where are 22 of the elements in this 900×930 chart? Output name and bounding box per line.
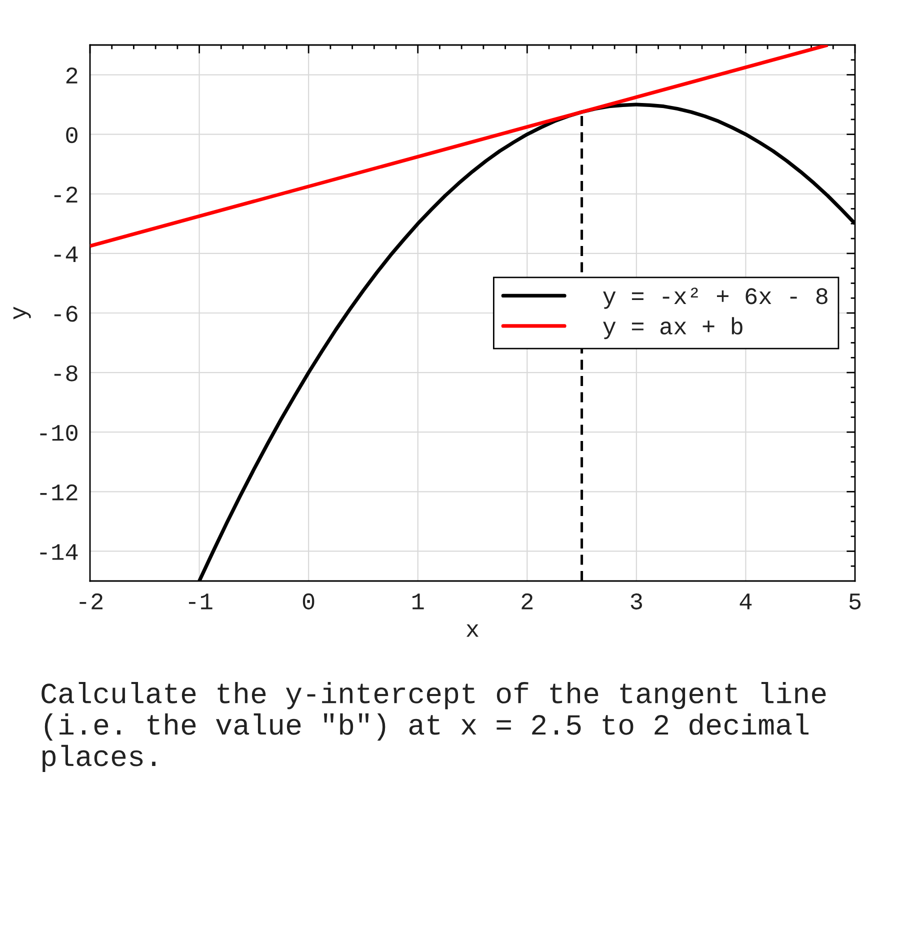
y-tick-label: -12 (40, 484, 78, 500)
x-axis-title: x (466, 624, 478, 637)
legend-label: y = ax + b (603, 317, 742, 340)
x-tick-label: 3 (630, 593, 642, 610)
x-tick-label: 2 (522, 593, 533, 610)
y-axis-title: y (13, 306, 31, 320)
x-tick-label: 5 (849, 594, 861, 610)
y-tick-label: -10 (40, 424, 78, 441)
y-tick-label: -14 (40, 544, 78, 560)
y-tick-label: -8 (54, 365, 78, 382)
text: Calculate the y-intercept of the tangent line (i.e. the value "b") at x = 2.5 to 2 decimal places. (42, 682, 826, 772)
y-tick-label: 0 (66, 127, 78, 144)
x-tick-label: 4 (740, 594, 752, 610)
y-tick-label: 2 (66, 68, 78, 84)
x-tick-label: -1 (188, 594, 212, 610)
x-tick-label: 1 (412, 594, 424, 610)
y-tick-label: -4 (54, 246, 78, 262)
y-tick-label: -2 (54, 186, 78, 202)
y-tick-label: -6 (54, 306, 78, 322)
x-tick-label: -2 (80, 593, 102, 610)
x-tick-label: 0 (302, 593, 314, 610)
legend-label: y = -x² + 6x - 8 (603, 288, 828, 309)
